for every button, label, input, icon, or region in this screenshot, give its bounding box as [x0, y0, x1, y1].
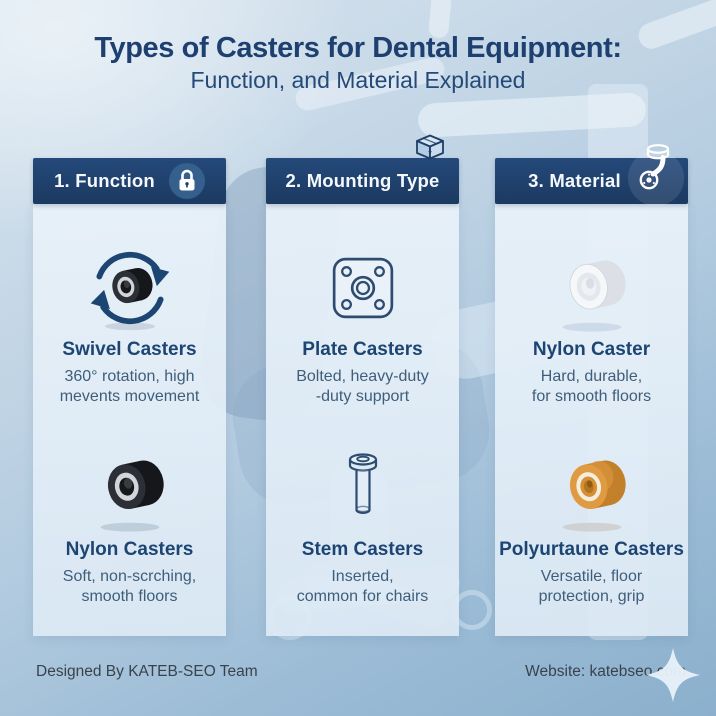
- item-description: Hard, durable, for smooth floors: [531, 368, 652, 406]
- sparkle-star-icon: [644, 646, 702, 709]
- item-title: Swivel Casters: [62, 339, 197, 360]
- swivel-caster-outline-icon: [632, 141, 678, 200]
- item-title: Plate Casters: [302, 339, 423, 360]
- item-description: Bolted, heavy-duty -duty support: [296, 368, 429, 406]
- item-description: Versatile, floor protection, grip: [538, 567, 645, 606]
- list-item-plate-casters: Plate Casters Bolted, heavy-duty -duty s…: [266, 242, 459, 408]
- column-material: 3. Material: [495, 144, 688, 636]
- footer-website: Website: katebseo.com: [525, 663, 686, 680]
- lock-icon: [168, 163, 205, 199]
- plate-mount-icon: [266, 242, 459, 334]
- stem-mount-cube-icon: [411, 131, 449, 170]
- column-material-header: 3. Material: [495, 144, 688, 206]
- column-mounting-type: 2. Mounting Type: [266, 134, 459, 636]
- item-title: Nylon Caster: [532, 339, 651, 360]
- page-title: Types of Casters for Dental Equipment:: [94, 32, 622, 64]
- list-item-stem-casters: Stem Casters Inserted, common for chairs: [266, 442, 459, 608]
- swivel-rotation-wheel-icon: [33, 242, 226, 334]
- stem-bolt-icon: [266, 442, 459, 534]
- column-function-body: Swivel Casters 360° rotation, high meven…: [33, 204, 226, 636]
- item-title: Nylon Casters: [65, 538, 194, 560]
- list-item-swivel-casters: Swivel Casters 360° rotation, high meven…: [33, 242, 226, 408]
- black-rubber-wheel-icon: [33, 442, 226, 534]
- item-title: Polyurtaune Casters: [499, 538, 684, 560]
- item-title: Stem Casters: [301, 538, 424, 560]
- white-nylon-wheel-icon: [495, 242, 688, 334]
- page-subtitle: Function, and Material Explained: [190, 67, 526, 93]
- column-function: 1. Function: [33, 158, 226, 636]
- list-item-nylon-caster: Nylon Caster Hard, durable, for smooth f…: [495, 242, 688, 408]
- column-function-header: 1. Function: [33, 158, 226, 204]
- item-description: Inserted, common for chairs: [296, 567, 429, 606]
- footer-credit: Designed By KATEB-SEO Team: [36, 663, 258, 680]
- column-header-label: 2. Mounting Type: [285, 170, 440, 191]
- column-header-label: 1. Function: [54, 170, 155, 191]
- column-material-body: Nylon Caster Hard, durable, for smooth f…: [495, 204, 688, 636]
- column-mounting-type-body: Plate Casters Bolted, heavy-duty -duty s…: [266, 204, 459, 636]
- orange-polyurethane-wheel-icon: [495, 442, 688, 534]
- item-description: Soft, non-scrching, smooth floors: [62, 567, 197, 606]
- column-mounting-type-header: 2. Mounting Type: [266, 134, 459, 204]
- item-description: 360° rotation, high mevents movement: [59, 368, 200, 406]
- list-item-polyurethane-casters: Polyurtaune Casters Versatile, floor pro…: [495, 442, 688, 608]
- list-item-nylon-casters: Nylon Casters Soft, non-scrching, smooth…: [33, 442, 226, 608]
- column-header-label: 3. Material: [528, 170, 621, 191]
